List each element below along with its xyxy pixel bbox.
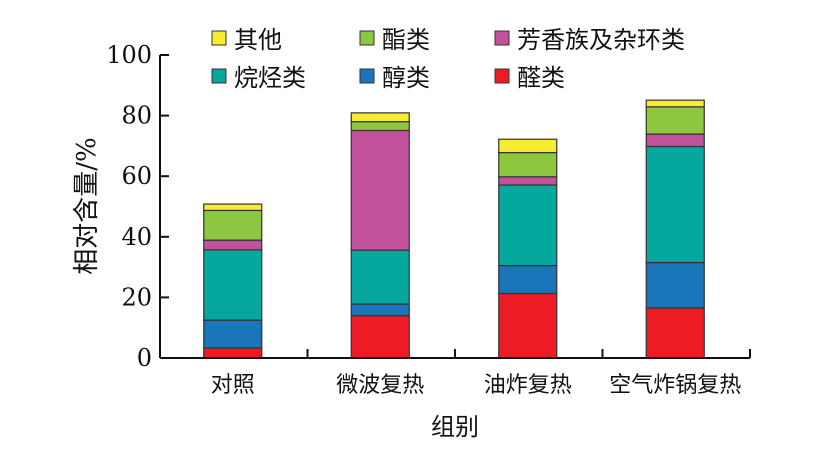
x-tick-label: 微波复热 [336,373,424,398]
bar-segment-1-3 [498,292,558,359]
bar-segment-6-2 [350,112,410,123]
legend-label: 醛类 [517,64,565,92]
legend-swatch [359,30,375,46]
legend-label: 芳香族及杂环类 [517,26,685,54]
legend-label: 烷烃类 [234,64,306,92]
bar-segment-5-2 [350,121,410,132]
x-tick-label: 对照 [211,373,255,398]
bar-segment-6-3 [498,138,558,154]
y-tick-label: 40 [121,223,152,251]
legend-swatch [211,68,227,84]
bar-segment-2-1 [203,319,263,349]
legend-label: 酯类 [382,26,430,54]
bar-segment-4-4 [645,133,705,148]
y-axis-title: 相对含量/% [72,137,102,274]
bar-segment-3-2 [350,249,410,305]
bar-segment-6-1 [203,203,263,212]
legend-label: 醇类 [382,64,430,92]
legend-swatch [359,68,375,84]
x-tick-label: 油炸复热 [484,373,572,398]
y-tick-label: 60 [121,162,152,190]
bar-segment-5-4 [645,106,705,135]
x-tick-label: 空气炸锅复热 [609,373,741,398]
legend-swatch [494,68,510,84]
legend-swatch [494,30,510,46]
bar-segment-2-2 [350,303,410,317]
bar-segment-1-4 [645,307,705,359]
bar-segment-1-1 [203,347,263,359]
y-tick-label: 100 [106,41,152,69]
y-tick-label: 80 [121,102,152,130]
bar-segment-3-1 [203,249,263,321]
bar-segment-3-3 [498,184,558,267]
bar-segment-6-4 [645,99,705,108]
legend-swatch [211,30,227,46]
bar-segment-2-3 [498,264,558,295]
bar-segment-1-2 [350,314,410,359]
bar-segment-5-3 [498,151,558,178]
bar-segment-5-1 [203,209,263,241]
bar-segment-4-2 [350,129,410,251]
bar-segment-4-1 [203,239,263,251]
bar-segment-3-4 [645,145,705,264]
legend-label: 其他 [234,26,282,54]
x-axis-title: 组别 [431,413,479,441]
bar-segment-4-3 [498,176,558,186]
bar-segment-2-4 [645,261,705,309]
y-tick-label: 0 [137,344,152,372]
y-tick-label: 20 [121,283,152,311]
